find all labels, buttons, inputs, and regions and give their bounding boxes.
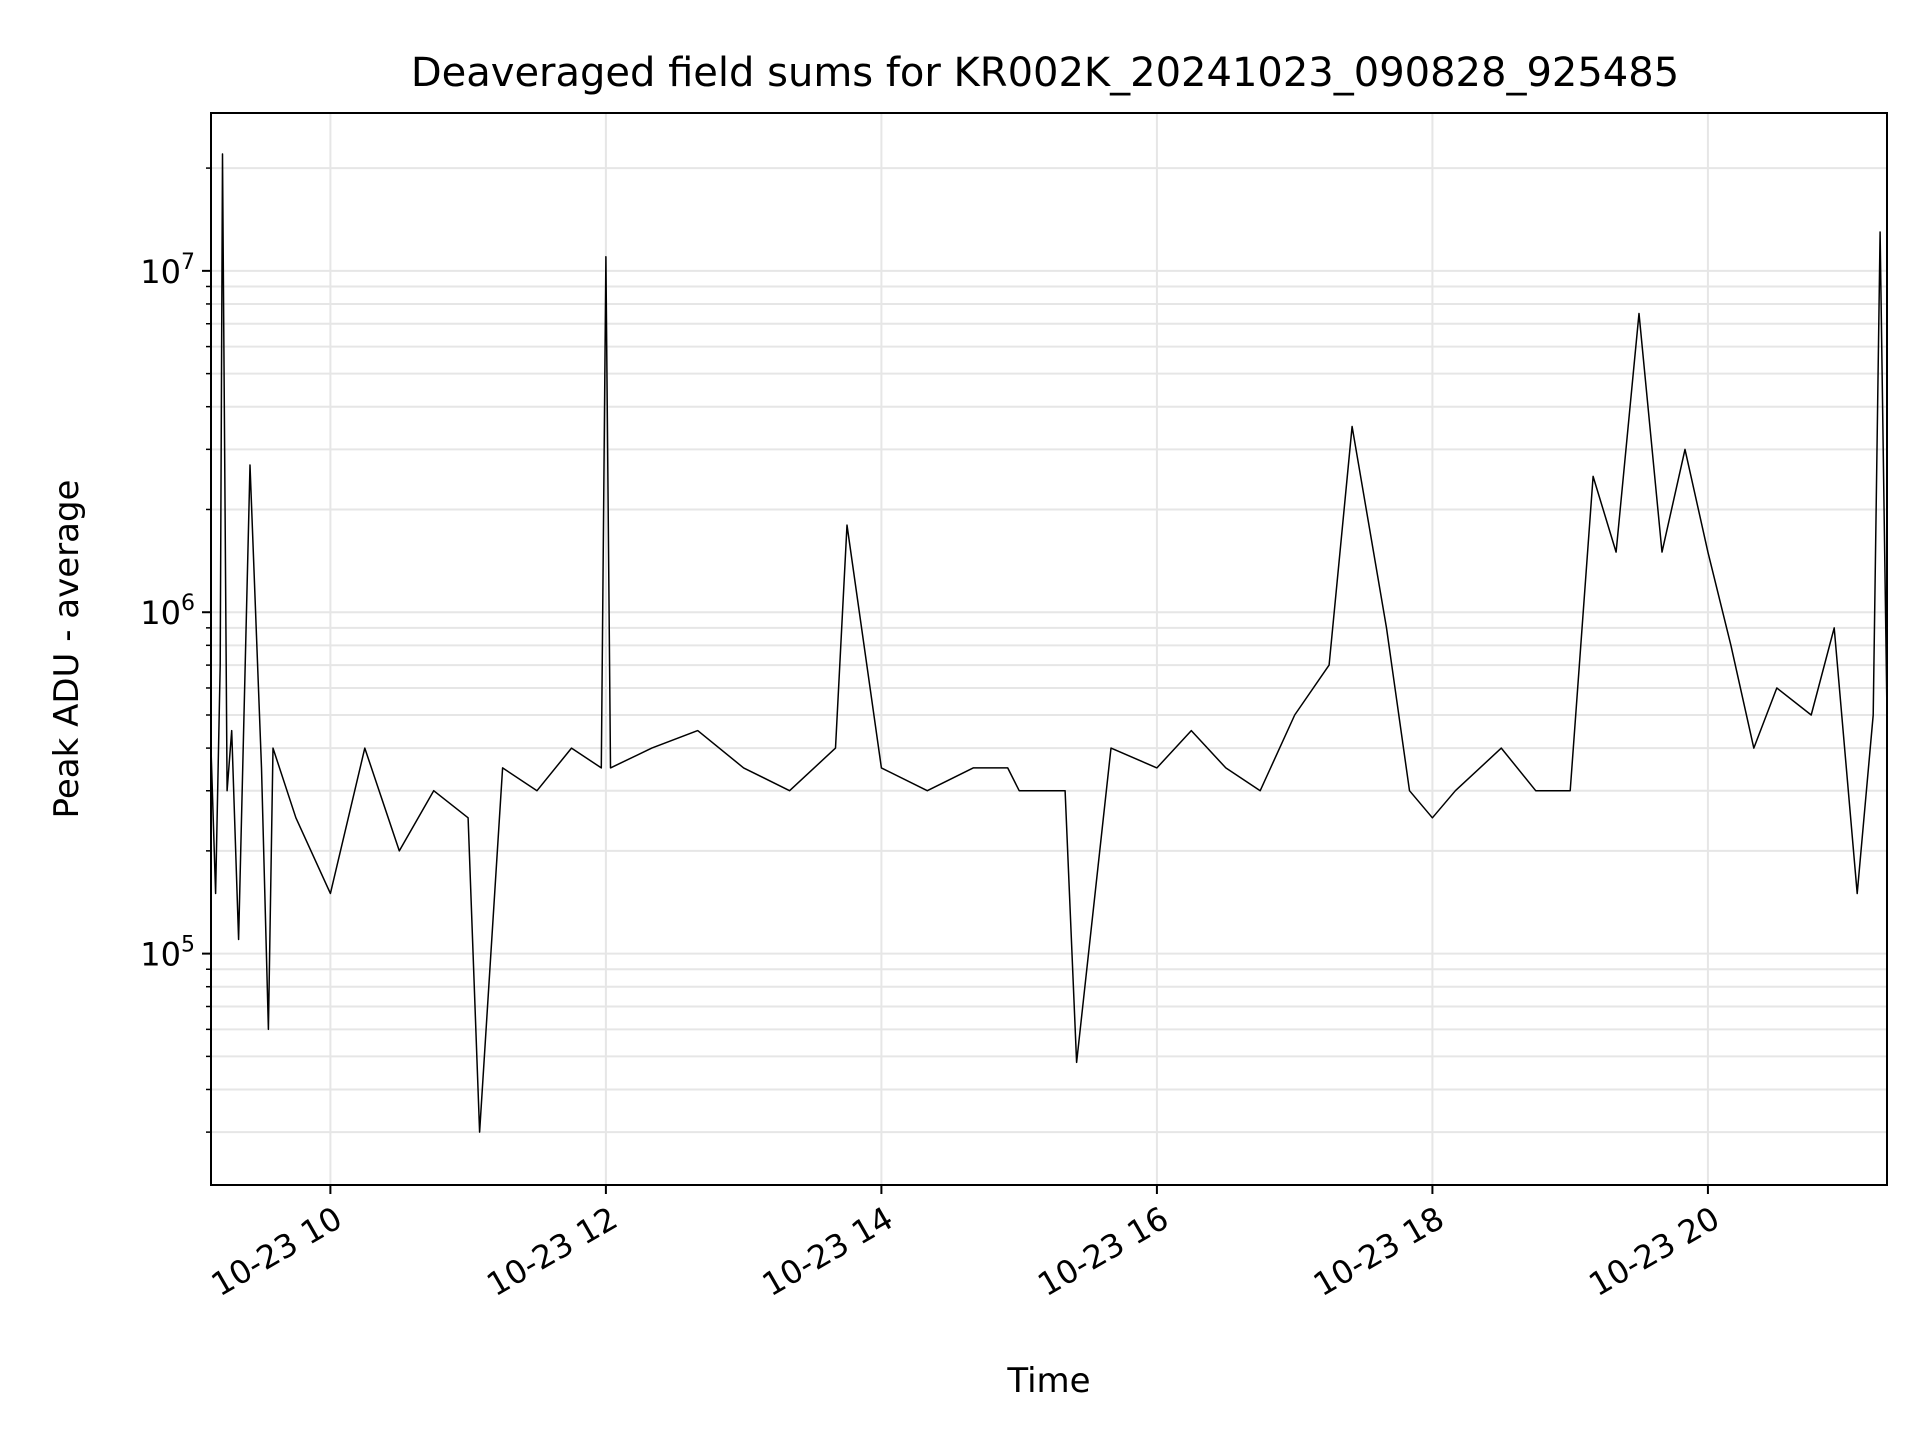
y-tick-label: 107 [140, 250, 195, 291]
y-tick-exponent: 5 [181, 933, 195, 958]
x-tick-label: 10-23 14 [756, 1199, 900, 1304]
x-tick-label: 10-23 12 [480, 1199, 624, 1304]
series-line [210, 153, 1888, 1133]
y-tick-label: 106 [140, 591, 195, 632]
line-layer [210, 153, 1888, 1133]
x-tick-label: 10-23 10 [205, 1199, 349, 1304]
y-tick-base: 10 [140, 594, 181, 632]
x-tick-label: 10-23 20 [1582, 1199, 1726, 1304]
y-tick-base: 10 [140, 253, 181, 291]
y-axis-label: Peak ADU - average [47, 480, 87, 819]
y-tick-exponent: 6 [181, 591, 195, 616]
y-tick-exponent: 7 [181, 250, 195, 275]
chart-title: Deaveraged field sums for KR002K_2024102… [411, 50, 1679, 96]
plot-frame [210, 112, 1888, 1186]
x-tick-label: 10-23 16 [1031, 1199, 1175, 1304]
y-tick-label: 105 [140, 933, 195, 974]
x-tick-label: 10-23 18 [1307, 1199, 1451, 1304]
grid-layer [211, 113, 1887, 1185]
y-tick-base: 10 [140, 936, 181, 974]
x-axis-label: Time [1006, 1361, 1090, 1401]
